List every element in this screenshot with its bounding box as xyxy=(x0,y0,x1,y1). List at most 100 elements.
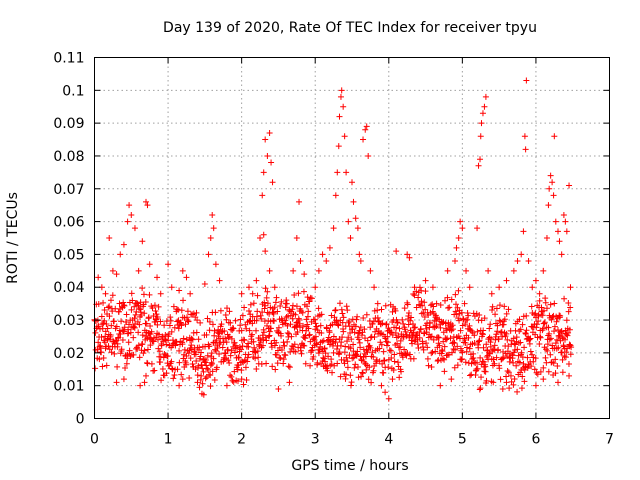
data-point xyxy=(315,350,322,357)
data-point xyxy=(401,346,408,353)
data-point xyxy=(126,202,133,209)
data-point xyxy=(257,235,264,241)
data-point xyxy=(360,136,367,143)
data-point xyxy=(212,309,219,316)
data-point xyxy=(92,329,99,336)
y-tick-label: 0.11 xyxy=(53,51,84,67)
data-point xyxy=(269,179,276,186)
data-point xyxy=(343,371,350,378)
data-point xyxy=(388,354,395,361)
data-point xyxy=(342,343,349,350)
data-point xyxy=(509,352,516,359)
data-point xyxy=(328,312,335,319)
data-point xyxy=(401,305,408,312)
data-point xyxy=(189,360,196,367)
data-point xyxy=(471,332,478,339)
data-point xyxy=(335,322,342,329)
data-point xyxy=(365,376,372,383)
data-point xyxy=(333,346,340,353)
data-point xyxy=(335,143,342,150)
data-point xyxy=(341,133,348,140)
data-point xyxy=(465,312,472,319)
data-point xyxy=(192,314,199,321)
data-point xyxy=(536,297,543,304)
data-point xyxy=(457,327,464,334)
data-point xyxy=(209,321,216,328)
data-point xyxy=(482,368,489,375)
x-tick-label: 6 xyxy=(531,432,540,448)
data-point xyxy=(503,310,510,317)
data-point xyxy=(518,385,525,392)
data-point xyxy=(135,342,142,349)
data-point xyxy=(250,338,257,345)
data-point xyxy=(363,366,370,373)
data-point xyxy=(228,347,235,354)
data-point xyxy=(232,317,239,324)
data-point xyxy=(122,364,129,371)
data-point xyxy=(104,325,111,332)
data-point xyxy=(146,291,153,298)
data-point xyxy=(406,351,413,358)
data-point xyxy=(438,346,445,353)
data-point xyxy=(428,350,435,357)
data-point xyxy=(461,337,468,344)
data-point xyxy=(347,372,354,379)
data-point xyxy=(281,343,288,350)
data-point xyxy=(222,350,229,357)
data-point xyxy=(329,369,336,376)
data-point xyxy=(421,314,428,321)
data-point xyxy=(378,306,385,313)
data-point xyxy=(416,301,423,308)
data-point xyxy=(568,344,575,351)
data-point xyxy=(116,300,123,307)
data-point xyxy=(209,360,216,367)
data-point xyxy=(450,346,457,353)
data-point xyxy=(188,335,195,342)
data-point xyxy=(137,306,144,313)
data-point xyxy=(157,353,164,360)
data-point xyxy=(494,328,501,335)
data-point xyxy=(496,284,503,291)
data-point xyxy=(123,360,130,367)
data-point xyxy=(141,379,148,386)
data-point xyxy=(550,192,557,199)
data-point xyxy=(356,251,363,258)
data-point xyxy=(415,344,422,351)
data-point xyxy=(185,350,192,357)
data-point xyxy=(537,368,544,375)
data-point xyxy=(326,341,333,348)
data-point xyxy=(361,326,368,333)
data-point xyxy=(441,368,448,375)
data-point xyxy=(178,307,185,314)
data-point xyxy=(430,303,437,310)
data-point xyxy=(459,225,466,232)
data-point xyxy=(240,336,247,343)
data-point xyxy=(433,300,440,307)
data-point xyxy=(271,304,278,311)
data-point xyxy=(384,333,391,340)
data-point xyxy=(475,344,482,351)
data-point xyxy=(264,300,271,307)
data-point xyxy=(514,388,521,395)
data-point xyxy=(422,288,429,295)
data-point xyxy=(235,354,242,361)
data-point xyxy=(529,284,536,291)
data-point xyxy=(142,299,149,306)
data-point xyxy=(474,365,481,372)
data-point xyxy=(441,343,448,350)
data-point xyxy=(384,339,391,346)
data-point xyxy=(123,311,130,318)
data-point xyxy=(382,302,389,309)
data-point xyxy=(263,337,270,344)
data-point xyxy=(198,349,205,356)
data-point xyxy=(273,294,280,301)
data-point xyxy=(536,290,543,297)
data-point xyxy=(144,359,151,366)
data-point xyxy=(194,372,201,379)
data-point xyxy=(496,302,503,309)
data-point xyxy=(296,320,303,327)
data-point xyxy=(209,212,216,219)
data-point xyxy=(340,103,347,110)
data-point xyxy=(520,228,527,235)
data-point xyxy=(415,294,422,301)
